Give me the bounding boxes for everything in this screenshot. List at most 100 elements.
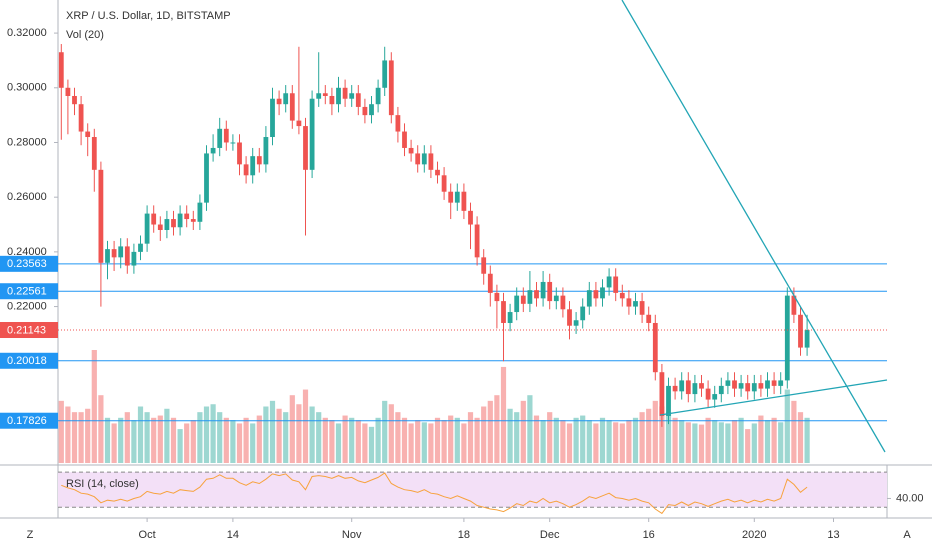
candle-body — [289, 93, 295, 121]
volume-bar — [679, 420, 685, 463]
candle-body — [600, 287, 605, 299]
candle-body — [415, 153, 421, 165]
volume-bar — [791, 400, 797, 463]
volume-bar — [738, 417, 744, 463]
volume-bar — [540, 420, 546, 463]
candle-body — [408, 147, 414, 154]
candle-body — [329, 95, 335, 105]
candle-body — [144, 213, 150, 244]
volume-bar — [441, 420, 447, 463]
volume-bar — [71, 412, 78, 463]
candle-body — [177, 213, 183, 228]
volume-bar — [322, 417, 328, 463]
volume-bar — [58, 400, 64, 463]
candle-body — [402, 131, 407, 148]
candle-body — [567, 309, 572, 326]
candle-body — [692, 383, 698, 395]
y-tick-label: 0.28000 — [7, 136, 47, 148]
candle-body — [685, 380, 691, 395]
volume-bar — [474, 417, 480, 463]
volume-bar — [652, 400, 658, 463]
candle-body — [784, 295, 790, 381]
volume-bar — [632, 417, 639, 463]
candle-body — [534, 290, 539, 299]
volume-bar — [118, 417, 124, 463]
volume-bar — [243, 417, 249, 463]
volume-bar — [223, 417, 229, 463]
x-tick-label: 2020 — [742, 529, 766, 541]
candle-body — [250, 156, 256, 176]
x-tick-label: Oct — [139, 529, 156, 541]
candle-body — [580, 306, 586, 321]
candle-body — [699, 383, 704, 389]
candle-body — [659, 372, 665, 416]
volume-bar — [236, 423, 243, 463]
candle-body — [679, 380, 685, 392]
volume-bar — [91, 350, 97, 463]
volume-bar — [335, 423, 342, 463]
volume-bar — [599, 417, 606, 463]
candle-body — [448, 191, 454, 203]
candle-body — [725, 380, 731, 386]
volume-bar — [573, 417, 579, 463]
volume-bar — [560, 420, 566, 463]
volume-bar — [771, 417, 777, 463]
candle-body — [619, 292, 625, 299]
volume-bar — [580, 415, 586, 463]
candle-body — [316, 93, 322, 99]
volume-bar — [527, 395, 533, 463]
volume-bar — [296, 404, 302, 463]
candle-body — [573, 320, 579, 326]
x-tick-label: Dec — [540, 529, 560, 541]
volume-bar — [494, 395, 500, 463]
auto-scale-button[interactable]: A — [903, 529, 911, 541]
candle-body — [593, 290, 599, 299]
level-label: 0.20018 — [7, 355, 47, 367]
level-label: 0.17826 — [7, 415, 47, 427]
volume-bar — [731, 420, 738, 463]
volume-bar — [685, 422, 691, 463]
candle-body — [336, 87, 341, 105]
volume-bar — [177, 429, 183, 463]
volume-bar — [342, 415, 348, 463]
y-tick-label: 0.26000 — [7, 191, 47, 203]
volume-bar — [401, 417, 408, 463]
candle-body — [454, 191, 460, 203]
volume-bar — [646, 408, 652, 463]
volume-bar — [111, 423, 117, 463]
candle-body — [778, 380, 784, 386]
candle-body — [223, 128, 229, 143]
volume-bar — [415, 420, 421, 463]
volume-bar — [276, 408, 282, 463]
candle-body — [804, 330, 810, 348]
candle-body — [382, 60, 388, 88]
candle-body — [78, 104, 84, 132]
candle-body — [765, 380, 770, 389]
candle-body — [553, 295, 559, 302]
timezone-button[interactable]: Z — [27, 529, 34, 541]
candle-body — [501, 301, 506, 323]
candle-body — [474, 224, 480, 258]
volume-bar — [65, 406, 71, 463]
volume-bar — [434, 417, 441, 463]
volume-bar — [104, 417, 111, 463]
volume-bar — [170, 417, 177, 463]
volume-bar — [210, 404, 216, 463]
volume-bar — [131, 420, 137, 463]
volume-bar — [382, 400, 388, 463]
volume-bar — [665, 412, 672, 463]
candle-body — [105, 249, 110, 263]
volume-bar — [520, 400, 526, 463]
candle-body — [672, 385, 678, 392]
candle-body — [738, 383, 744, 389]
candle-body — [369, 104, 374, 116]
candle-body — [72, 95, 77, 105]
candle-body — [98, 169, 104, 263]
candle-body — [131, 251, 137, 266]
level-label-box — [0, 283, 58, 300]
candle-body — [256, 156, 262, 165]
candle-body — [626, 298, 632, 307]
candle-body — [520, 295, 526, 304]
